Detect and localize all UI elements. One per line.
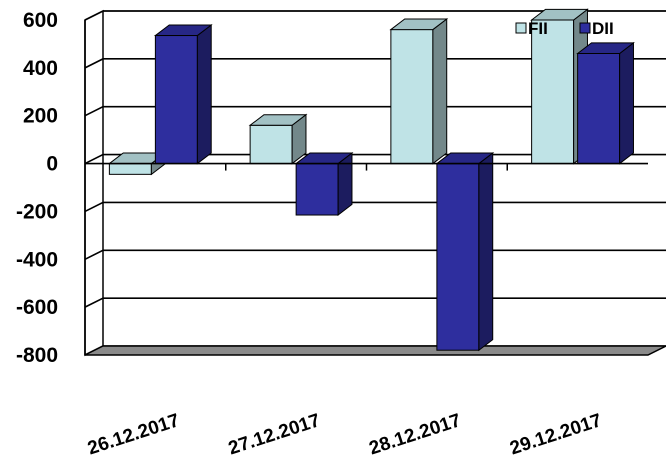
bar-dii-27.12.2017 xyxy=(294,151,354,217)
bar-side xyxy=(619,41,634,165)
legend: FII DII xyxy=(515,19,614,38)
gridline xyxy=(84,249,666,261)
bar-fii-28.12.2017 xyxy=(389,17,449,165)
legend-swatch-fii xyxy=(515,22,527,34)
x-tick-label: 27.12.2017 xyxy=(226,410,323,459)
bar-side xyxy=(478,151,494,352)
gridline xyxy=(84,10,666,21)
y-tick-label: -400 xyxy=(16,248,58,271)
bars xyxy=(84,8,648,355)
gridline xyxy=(84,58,666,69)
x-axis-ticks: 26.12.2017 27.12.2017 28.12.2017 29.12.2017 xyxy=(85,410,604,459)
gridline xyxy=(84,297,666,308)
y-tick-label: -800 xyxy=(16,344,58,367)
bar-fii-27.12.2017 xyxy=(248,113,308,165)
bar-front xyxy=(295,163,339,216)
bar-top xyxy=(248,114,308,126)
legend-label-fii: FII xyxy=(528,19,548,38)
bar-dii-28.12.2017 xyxy=(435,151,495,352)
x-tick-label: 26.12.2017 xyxy=(85,410,182,459)
chart-floor xyxy=(84,345,666,356)
bar-side xyxy=(432,17,448,165)
bar-front xyxy=(154,35,198,165)
bar-front xyxy=(249,124,293,165)
bar-dii-26.12.2017 xyxy=(153,23,213,165)
bar-top xyxy=(389,18,449,31)
y-tick-label: -200 xyxy=(16,200,58,223)
bar-front xyxy=(390,29,434,165)
y-tick-label: -600 xyxy=(16,296,58,319)
y-tick-label: 400 xyxy=(23,57,58,80)
y-tick-label: 600 xyxy=(23,9,58,32)
bar-top xyxy=(576,42,635,54)
bar-dii-29.12.2017 xyxy=(576,41,635,165)
gridline xyxy=(84,105,666,117)
bar-front xyxy=(531,19,575,165)
x-tick-label: 28.12.2017 xyxy=(367,410,464,459)
y-tick-label: 0 xyxy=(46,153,58,176)
bar-front xyxy=(577,53,621,165)
y-tick-label: 200 xyxy=(23,105,58,128)
legend-label-dii: DII xyxy=(592,19,614,38)
bar-side xyxy=(196,23,212,165)
y-axis-ticks: 600 400 200 0 -200 -400 -600 -800 xyxy=(16,9,58,367)
bar-front xyxy=(108,163,152,175)
legend-swatch-dii xyxy=(579,22,591,34)
bar-front xyxy=(436,163,480,351)
x-tick-label: 29.12.2017 xyxy=(507,410,604,459)
bar-top xyxy=(530,8,589,21)
bar-top xyxy=(153,24,213,37)
gridline xyxy=(84,201,666,213)
floor-top xyxy=(84,345,666,356)
